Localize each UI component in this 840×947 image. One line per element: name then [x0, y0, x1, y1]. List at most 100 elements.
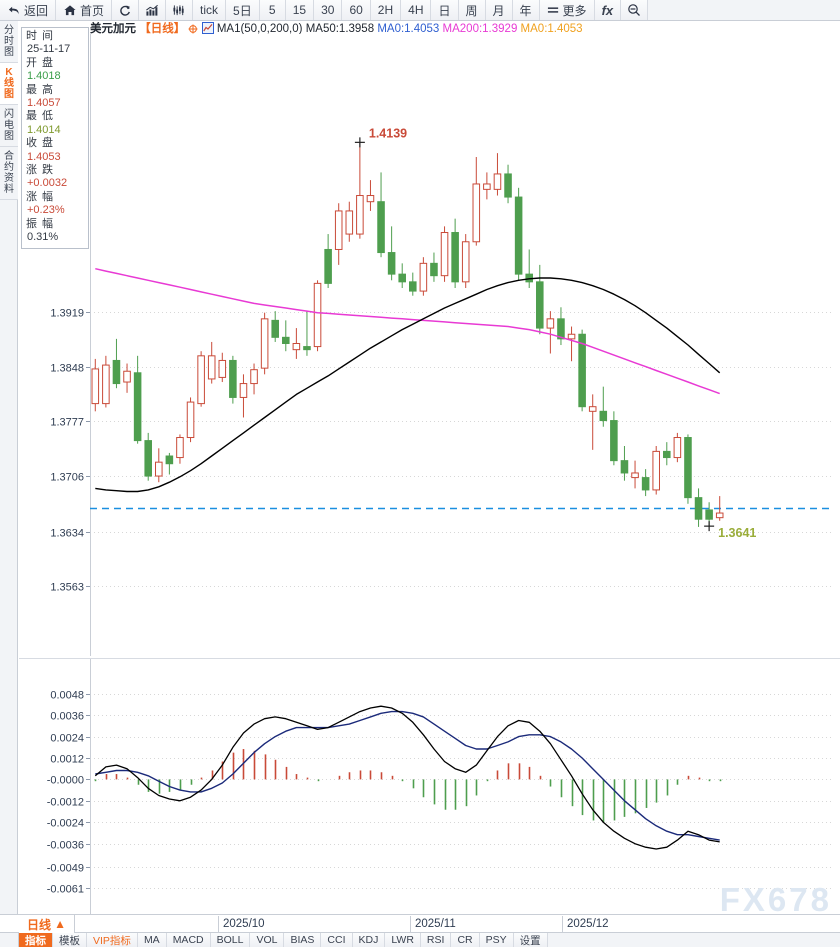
candlestick — [356, 142, 364, 239]
indicator-tab-zhibiao-label: 指标 — [25, 934, 46, 947]
sidebar-tab-lightning[interactable]: 闪电图 — [0, 105, 18, 147]
quote-change-pct-label: 涨 幅 — [26, 190, 55, 203]
period-5day-button[interactable]: 5日 — [226, 0, 260, 20]
quote-high-label: 最 高 — [26, 83, 55, 96]
home-button-label: 首页 — [80, 3, 105, 18]
indicator-tab-ma-label: MA — [143, 934, 160, 946]
period-60min-button-label: 60 — [349, 3, 363, 17]
indicator-tab-bias[interactable]: BIAS — [284, 933, 322, 947]
sidebar-tab-lightning-label: 闪电图 — [4, 109, 14, 142]
period-month-button[interactable]: 月 — [485, 0, 513, 20]
period-selector-tab[interactable]: 日线 ▲ — [19, 915, 75, 933]
period-30min-button-label: 30 — [321, 3, 335, 17]
indicator-tab-vol[interactable]: VOL — [250, 933, 285, 947]
candlestick — [472, 156, 481, 246]
tick-button-label: tick — [200, 3, 219, 17]
refresh-button[interactable] — [112, 0, 140, 20]
candlestick — [694, 488, 703, 527]
back-button-label: 返回 — [24, 3, 49, 18]
indicator-tab-psy[interactable]: PSY — [479, 933, 514, 947]
macd-y-tick-label: 0.0048 — [50, 690, 84, 702]
back-arrow-icon — [7, 4, 21, 17]
period-year-button[interactable]: 年 — [512, 0, 540, 20]
sidebar-tab-timeshare[interactable]: 分时图 — [0, 21, 18, 63]
macd-chart-pane[interactable]: 0.0048 0.0036 0.0024 0.0012 -0.0000 -0.0012 -0… — [19, 658, 840, 915]
more-button-label: 更多 — [562, 3, 587, 18]
indicator-tab-vip[interactable]: VIP指标 — [87, 933, 138, 947]
candlestick — [451, 218, 459, 289]
quote-info-panel: 时 间 25-11-17 开 盘 1.4018 最 高 1.4057 最 低 1.4014 收 … — [21, 27, 89, 249]
candlestick — [123, 363, 131, 393]
candlestick — [546, 311, 555, 354]
period-month-button-label: 月 — [492, 3, 505, 18]
crosshair-target-icon[interactable] — [188, 24, 198, 38]
macd-y-tick-label: -0.0024 — [47, 818, 84, 830]
period-selector-label: 日线 — [27, 917, 52, 932]
price-y-tick-label: 1.3848 — [50, 363, 84, 375]
indicator-tab-moban-label: 模板 — [59, 934, 80, 947]
candlestick — [207, 341, 216, 384]
bar-chart-button[interactable] — [139, 0, 167, 20]
candlestick — [144, 432, 152, 481]
candlestick — [303, 311, 311, 356]
price-chart-pane[interactable]: 1.3919 1.3848 1.3777 1.3706 1.3634 1.3563 1.41… — [19, 34, 840, 656]
period-year-button-label: 年 — [519, 3, 532, 18]
period-2h-button[interactable]: 2H — [370, 0, 402, 20]
tick-button[interactable]: tick — [193, 0, 227, 20]
candlestick — [525, 249, 533, 289]
indicator-tab-boll[interactable]: BOLL — [210, 933, 251, 947]
candlestick — [483, 172, 491, 200]
indicator-tab-macd[interactable]: MACD — [166, 933, 211, 947]
indicator-tab-vol-label: VOL — [256, 934, 278, 946]
low-price-annotation: 1.3641 — [718, 526, 756, 540]
period-day-button[interactable]: 日 — [431, 0, 459, 20]
top-toolbar: 返回 首页 tick 5日 5 15 30 60 2H 4H 日周月年 更多 fx — [0, 0, 840, 21]
period-4h-button[interactable]: 4H — [401, 0, 432, 20]
quote-close-value: 1.4053 — [27, 150, 61, 163]
candlestick — [387, 226, 396, 281]
home-button[interactable]: 首页 — [56, 0, 113, 20]
candlestick — [165, 452, 174, 475]
indicator-tab-cr-label: CR — [457, 934, 473, 946]
high-price-annotation: 1.4139 — [369, 126, 407, 140]
ma-formula-label: MA1(50,0,200,0) — [216, 23, 303, 35]
candlestick — [239, 374, 248, 418]
indicator-tab-kdj[interactable]: KDJ — [352, 933, 386, 947]
period-4h-button-label: 4H — [408, 3, 424, 17]
period-30min-button[interactable]: 30 — [314, 0, 343, 20]
candlestick — [440, 226, 449, 282]
indicator-tab-zhibiao[interactable]: 指标 — [19, 933, 53, 947]
candlestick — [641, 469, 650, 497]
candlestick-button[interactable] — [166, 0, 194, 20]
candlestick — [229, 355, 237, 404]
period-week-button[interactable]: 周 — [458, 0, 486, 20]
indicator-tab-cci[interactable]: CCI — [321, 933, 353, 947]
indicator-tab-cr[interactable]: CR — [451, 933, 480, 947]
period-5min-button[interactable]: 5 — [259, 0, 286, 20]
candlestick — [260, 312, 269, 375]
period-15min-button[interactable]: 15 — [285, 0, 315, 20]
price-chart-svg: 1.3919 1.3848 1.3777 1.3706 1.3634 1.3563 1.41… — [50, 34, 832, 656]
triangle-up-icon: ▲ — [54, 917, 66, 931]
indicator-tab-lwr[interactable]: LWR — [385, 933, 421, 947]
candlestick — [313, 280, 322, 352]
sidebar-tab-kline[interactable]: K线图 — [0, 63, 18, 105]
period-60min-button[interactable]: 60 — [342, 0, 371, 20]
indicator-tab-macd-label: MACD — [172, 934, 204, 946]
candlestick — [345, 201, 354, 242]
zoom-out-button[interactable] — [621, 0, 649, 20]
candlestick — [715, 496, 724, 521]
candlestick — [461, 234, 470, 289]
indicator-tab-ma[interactable]: MA — [137, 933, 167, 947]
candlestick — [409, 272, 417, 296]
indicator-tab-moban[interactable]: 模板 — [53, 933, 87, 947]
back-button[interactable]: 返回 — [0, 0, 57, 20]
formula-button[interactable]: fx — [594, 0, 622, 20]
indicator-tab-rsi[interactable]: RSI — [420, 933, 452, 947]
more-button[interactable]: 更多 — [539, 0, 595, 20]
indicator-tab-settings[interactable]: 设置 — [513, 933, 548, 947]
macd-y-tick-label: 0.0012 — [50, 754, 84, 766]
sidebar-tab-contract[interactable]: 合约资料 — [0, 147, 18, 200]
candlestick — [334, 203, 343, 265]
